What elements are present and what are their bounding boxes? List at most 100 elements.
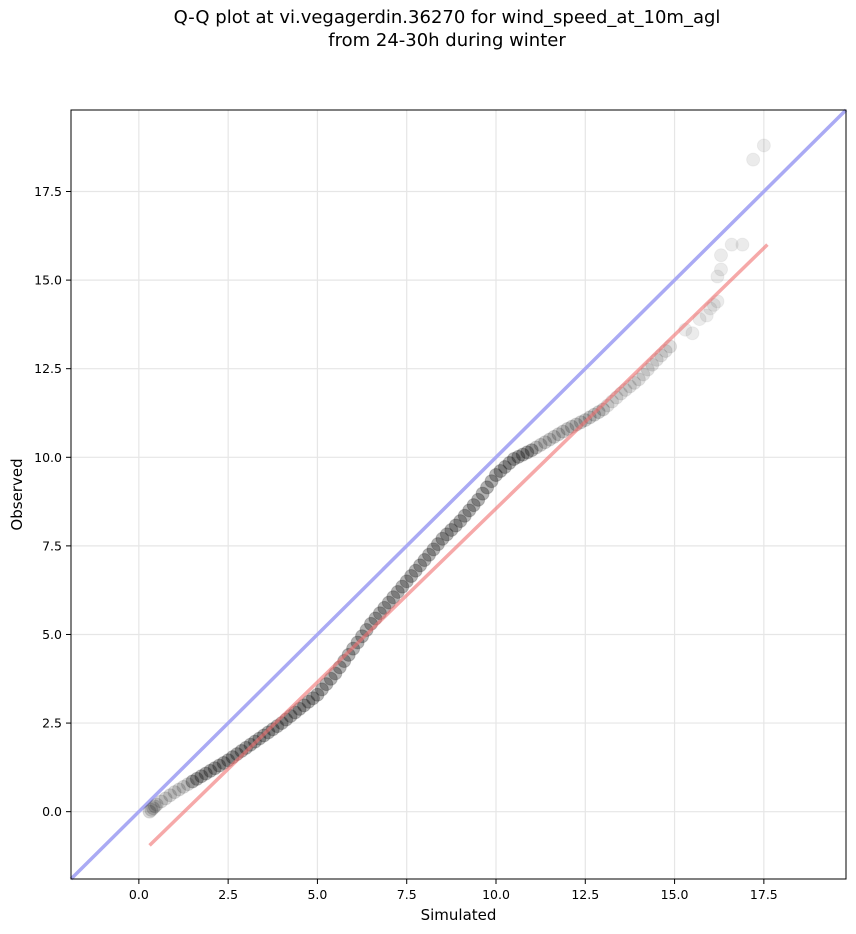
y-tick-label: 15.0: [34, 273, 62, 288]
fit-line: [148, 243, 769, 847]
data-point: [319, 677, 334, 692]
x-axis-label: Simulated: [421, 906, 497, 924]
x-tick-label: 2.5: [218, 887, 238, 902]
data-point: [341, 647, 356, 662]
y-tick-label: 7.5: [42, 538, 62, 553]
data-point: [292, 701, 307, 716]
data-point: [724, 237, 739, 252]
data-point: [413, 558, 428, 573]
data-point: [471, 492, 486, 507]
data-point: [381, 595, 396, 610]
y-axis-label: Observed: [8, 458, 26, 530]
data-point: [573, 415, 588, 430]
data-point: [462, 503, 477, 518]
data-point: [404, 569, 419, 584]
data-point: [547, 429, 562, 444]
data-point: [198, 766, 213, 781]
data-point: [515, 447, 530, 462]
data-point: [533, 437, 548, 452]
data-point: [448, 518, 463, 533]
data-point: [551, 427, 566, 442]
data-point: [265, 722, 280, 737]
data-point: [216, 755, 231, 770]
data-point: [310, 687, 325, 702]
data-point: [524, 443, 539, 458]
data-point: [163, 788, 178, 803]
data-point: [239, 740, 253, 755]
data-point: [167, 785, 182, 800]
data-point: [149, 797, 164, 812]
data-point: [301, 694, 316, 709]
data-point: [395, 579, 410, 594]
identity-line-layer: [69, 108, 848, 881]
data-point: [484, 474, 499, 489]
data-point: [144, 802, 159, 817]
data-point: [180, 777, 195, 792]
data-point: [189, 771, 204, 786]
x-tick-label: 15.0: [661, 887, 689, 902]
data-point: [560, 421, 575, 436]
data-point: [466, 498, 481, 513]
data-point: [439, 527, 454, 542]
data-point: [158, 791, 173, 806]
data-point: [631, 372, 646, 387]
chart-title-line-2: from 24-30h during winter: [328, 30, 566, 51]
data-point: [207, 761, 222, 776]
data-point: [538, 435, 553, 450]
data-point: [430, 537, 445, 552]
data-point: [714, 262, 728, 277]
data-point: [542, 432, 557, 447]
data-point: [176, 779, 191, 794]
data-point: [203, 763, 218, 778]
y-tick-label: 17.5: [34, 184, 62, 199]
data-point: [735, 237, 750, 252]
data-point: [422, 547, 437, 562]
data-point: [172, 782, 187, 797]
data-point: [746, 152, 761, 167]
data-point: [636, 367, 651, 382]
chart-title-line-1: Q-Q plot at vi.vegagerdin.36270 for wind…: [173, 7, 721, 28]
x-tick-label: 0.0: [129, 887, 149, 902]
data-point: [714, 248, 728, 263]
axis-ticks: 0.0 2.5 5.0 7.5 10.0 12.5 15.0 17.5 0.0 2.5 5.0 7.5…: [34, 184, 778, 902]
x-tick-label: 7.5: [397, 887, 417, 902]
data-point: [497, 460, 512, 475]
data-point: [756, 138, 771, 153]
data-point: [154, 794, 169, 809]
data-point: [194, 769, 209, 784]
x-tick-label: 10.0: [482, 887, 510, 902]
data-point: [453, 514, 468, 529]
data-point: [475, 486, 490, 501]
x-tick-label: 5.0: [307, 887, 327, 902]
data-point: [297, 698, 312, 713]
data-point: [314, 682, 329, 697]
y-tick-label: 12.5: [34, 361, 62, 376]
y-tick-label: 10.0: [34, 450, 62, 465]
data-point: [489, 468, 503, 483]
data-point: [493, 464, 508, 479]
data-point: [435, 531, 450, 546]
data-point: [386, 590, 401, 605]
data-point: [147, 799, 162, 814]
data-point: [502, 456, 517, 471]
data-point: [417, 553, 432, 568]
data-point: [142, 804, 157, 819]
data-point: [591, 405, 606, 420]
data-point: [185, 774, 200, 789]
y-tick-label: 2.5: [42, 716, 62, 731]
data-point: [520, 445, 535, 460]
data-point: [323, 671, 338, 686]
data-point: [408, 563, 423, 578]
chart-title: Q-Q plot at vi.vegagerdin.36270 for wind…: [0, 6, 856, 52]
data-point: [146, 801, 161, 816]
data-point: [685, 326, 700, 341]
x-tick-label: 12.5: [571, 887, 599, 902]
data-point: [480, 480, 495, 495]
data-point: [555, 424, 570, 439]
data-point: [426, 542, 441, 557]
y-tick-label: 0.0: [42, 804, 62, 819]
data-point: [390, 584, 405, 599]
plot-frame: [70, 109, 847, 880]
identity-line: [69, 108, 848, 881]
